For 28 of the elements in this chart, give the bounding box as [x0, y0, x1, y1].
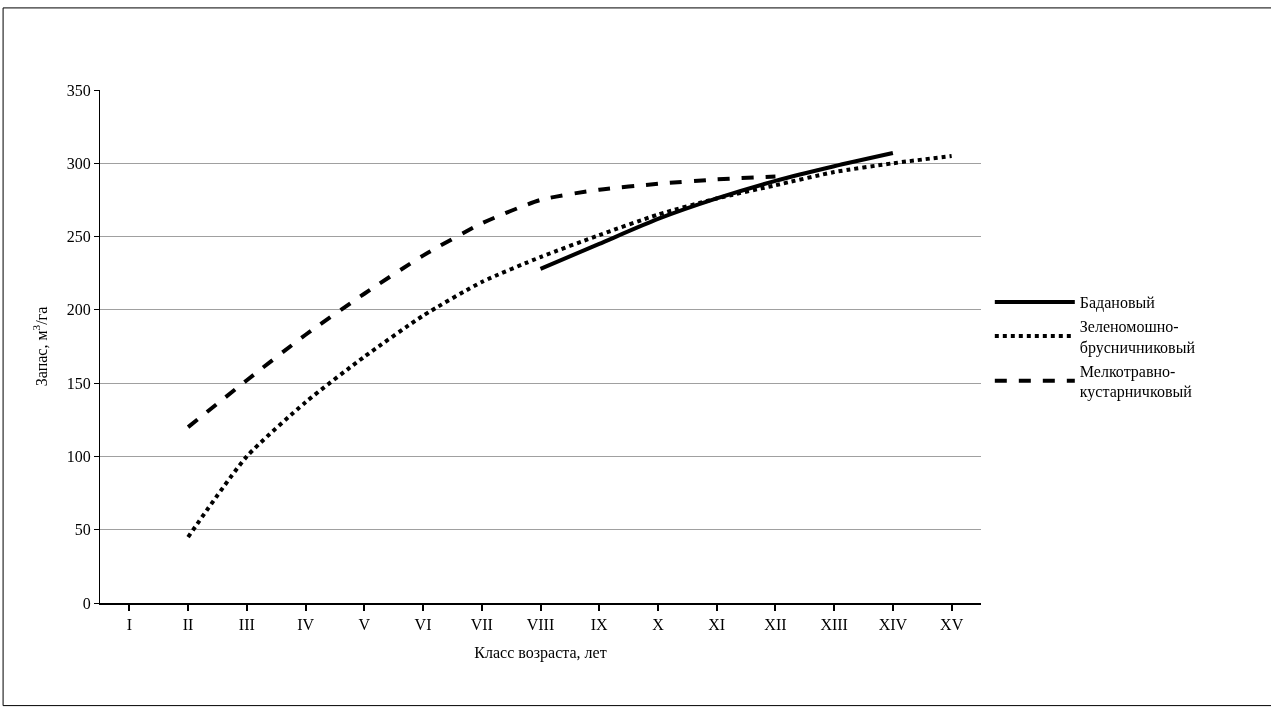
x-tick-label: XIV — [878, 616, 908, 634]
line-series — [186, 153, 954, 540]
x-tick-label: II — [182, 616, 194, 634]
x-tick-label: IX — [590, 616, 609, 634]
x-tick-label: V — [358, 616, 371, 634]
x-tick-label: XI — [708, 616, 726, 634]
y-tick-label: 0 — [82, 594, 91, 612]
x-tick-label: XV — [940, 616, 964, 634]
legend-label: Зеленомошно-брусничниковый — [1079, 317, 1196, 357]
x-tick-label: XIII — [820, 616, 848, 634]
legend-label: Мелкотравно-кустарничковый — [1079, 362, 1193, 402]
x-tick-label: I — [126, 616, 133, 634]
x-axis-title: Класс возраста, лет — [474, 644, 607, 663]
y-tick-label: 100 — [66, 448, 91, 466]
x-tick-label: IV — [297, 616, 315, 634]
x-tick-label: VII — [470, 616, 493, 634]
y-tick-label: 200 — [66, 301, 91, 319]
y-tick-label: 150 — [66, 374, 91, 392]
y-tick-label: 300 — [66, 154, 91, 172]
y-tick-label: 250 — [66, 228, 91, 246]
x-tick-label: III — [238, 616, 255, 634]
x-tick-label: VI — [414, 616, 432, 634]
x-tick-label: X — [652, 616, 665, 634]
x-tick-label: VIII — [526, 616, 555, 634]
y-tick-label: 350 — [66, 81, 91, 99]
legend-label: Бадановый — [1079, 294, 1156, 313]
y-tick-label: 50 — [74, 521, 91, 539]
x-tick-label: XII — [764, 616, 787, 634]
